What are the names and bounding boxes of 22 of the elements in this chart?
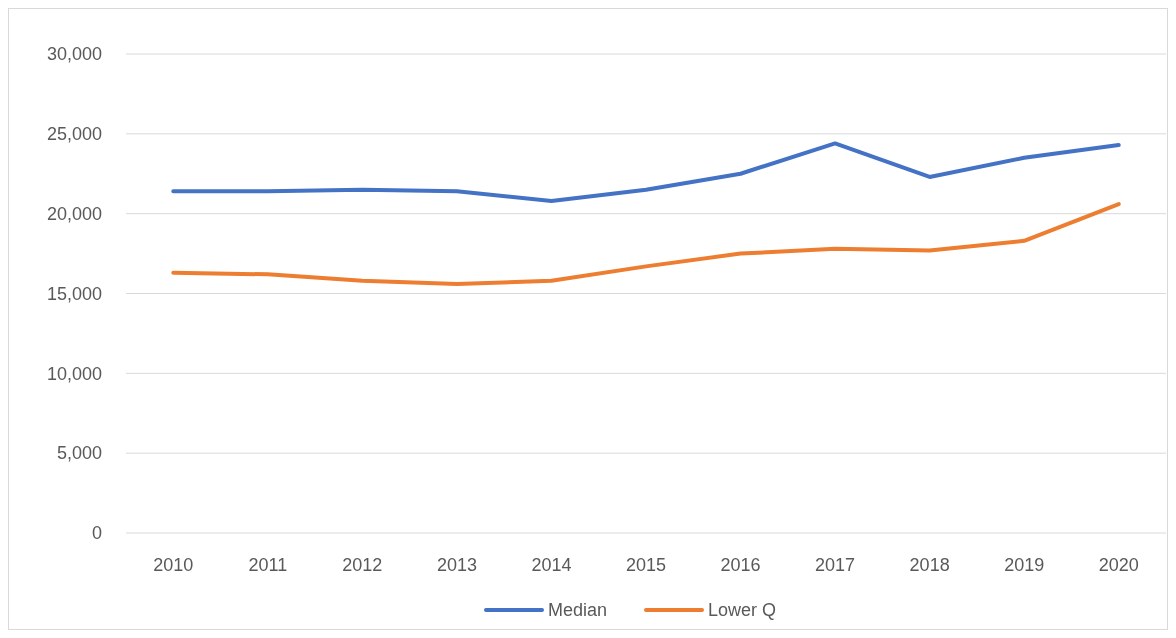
x-tick-label: 2018: [909, 555, 950, 575]
y-tick-label: 10,000: [46, 363, 102, 384]
y-tick-label: 15,000: [46, 283, 102, 304]
y-tick-label: 0: [91, 523, 102, 544]
x-tick-label: 2017: [815, 555, 856, 575]
x-tick-label: 2019: [1004, 555, 1045, 575]
x-tick-label: 2012: [342, 555, 383, 575]
x-tick-label: 2014: [531, 555, 572, 575]
x-tick-label: 2016: [720, 555, 761, 575]
legend-label: Lower Q: [708, 600, 777, 620]
x-tick-label: 2013: [436, 555, 477, 575]
y-tick-label: 30,000: [46, 44, 102, 65]
x-tick-label: 2015: [625, 555, 667, 575]
line-series: [171, 202, 1121, 286]
line-series: [171, 141, 1121, 203]
legend-label: Median: [548, 600, 608, 620]
x-tick-label: 2020: [1098, 555, 1139, 575]
y-tick-label: 25,000: [46, 124, 102, 145]
y-tick-label: 20,000: [46, 203, 102, 224]
x-tick-label: 2010: [153, 555, 194, 575]
x-tick-label: 2011: [248, 555, 288, 575]
y-tick-label: 5,000: [56, 443, 102, 464]
